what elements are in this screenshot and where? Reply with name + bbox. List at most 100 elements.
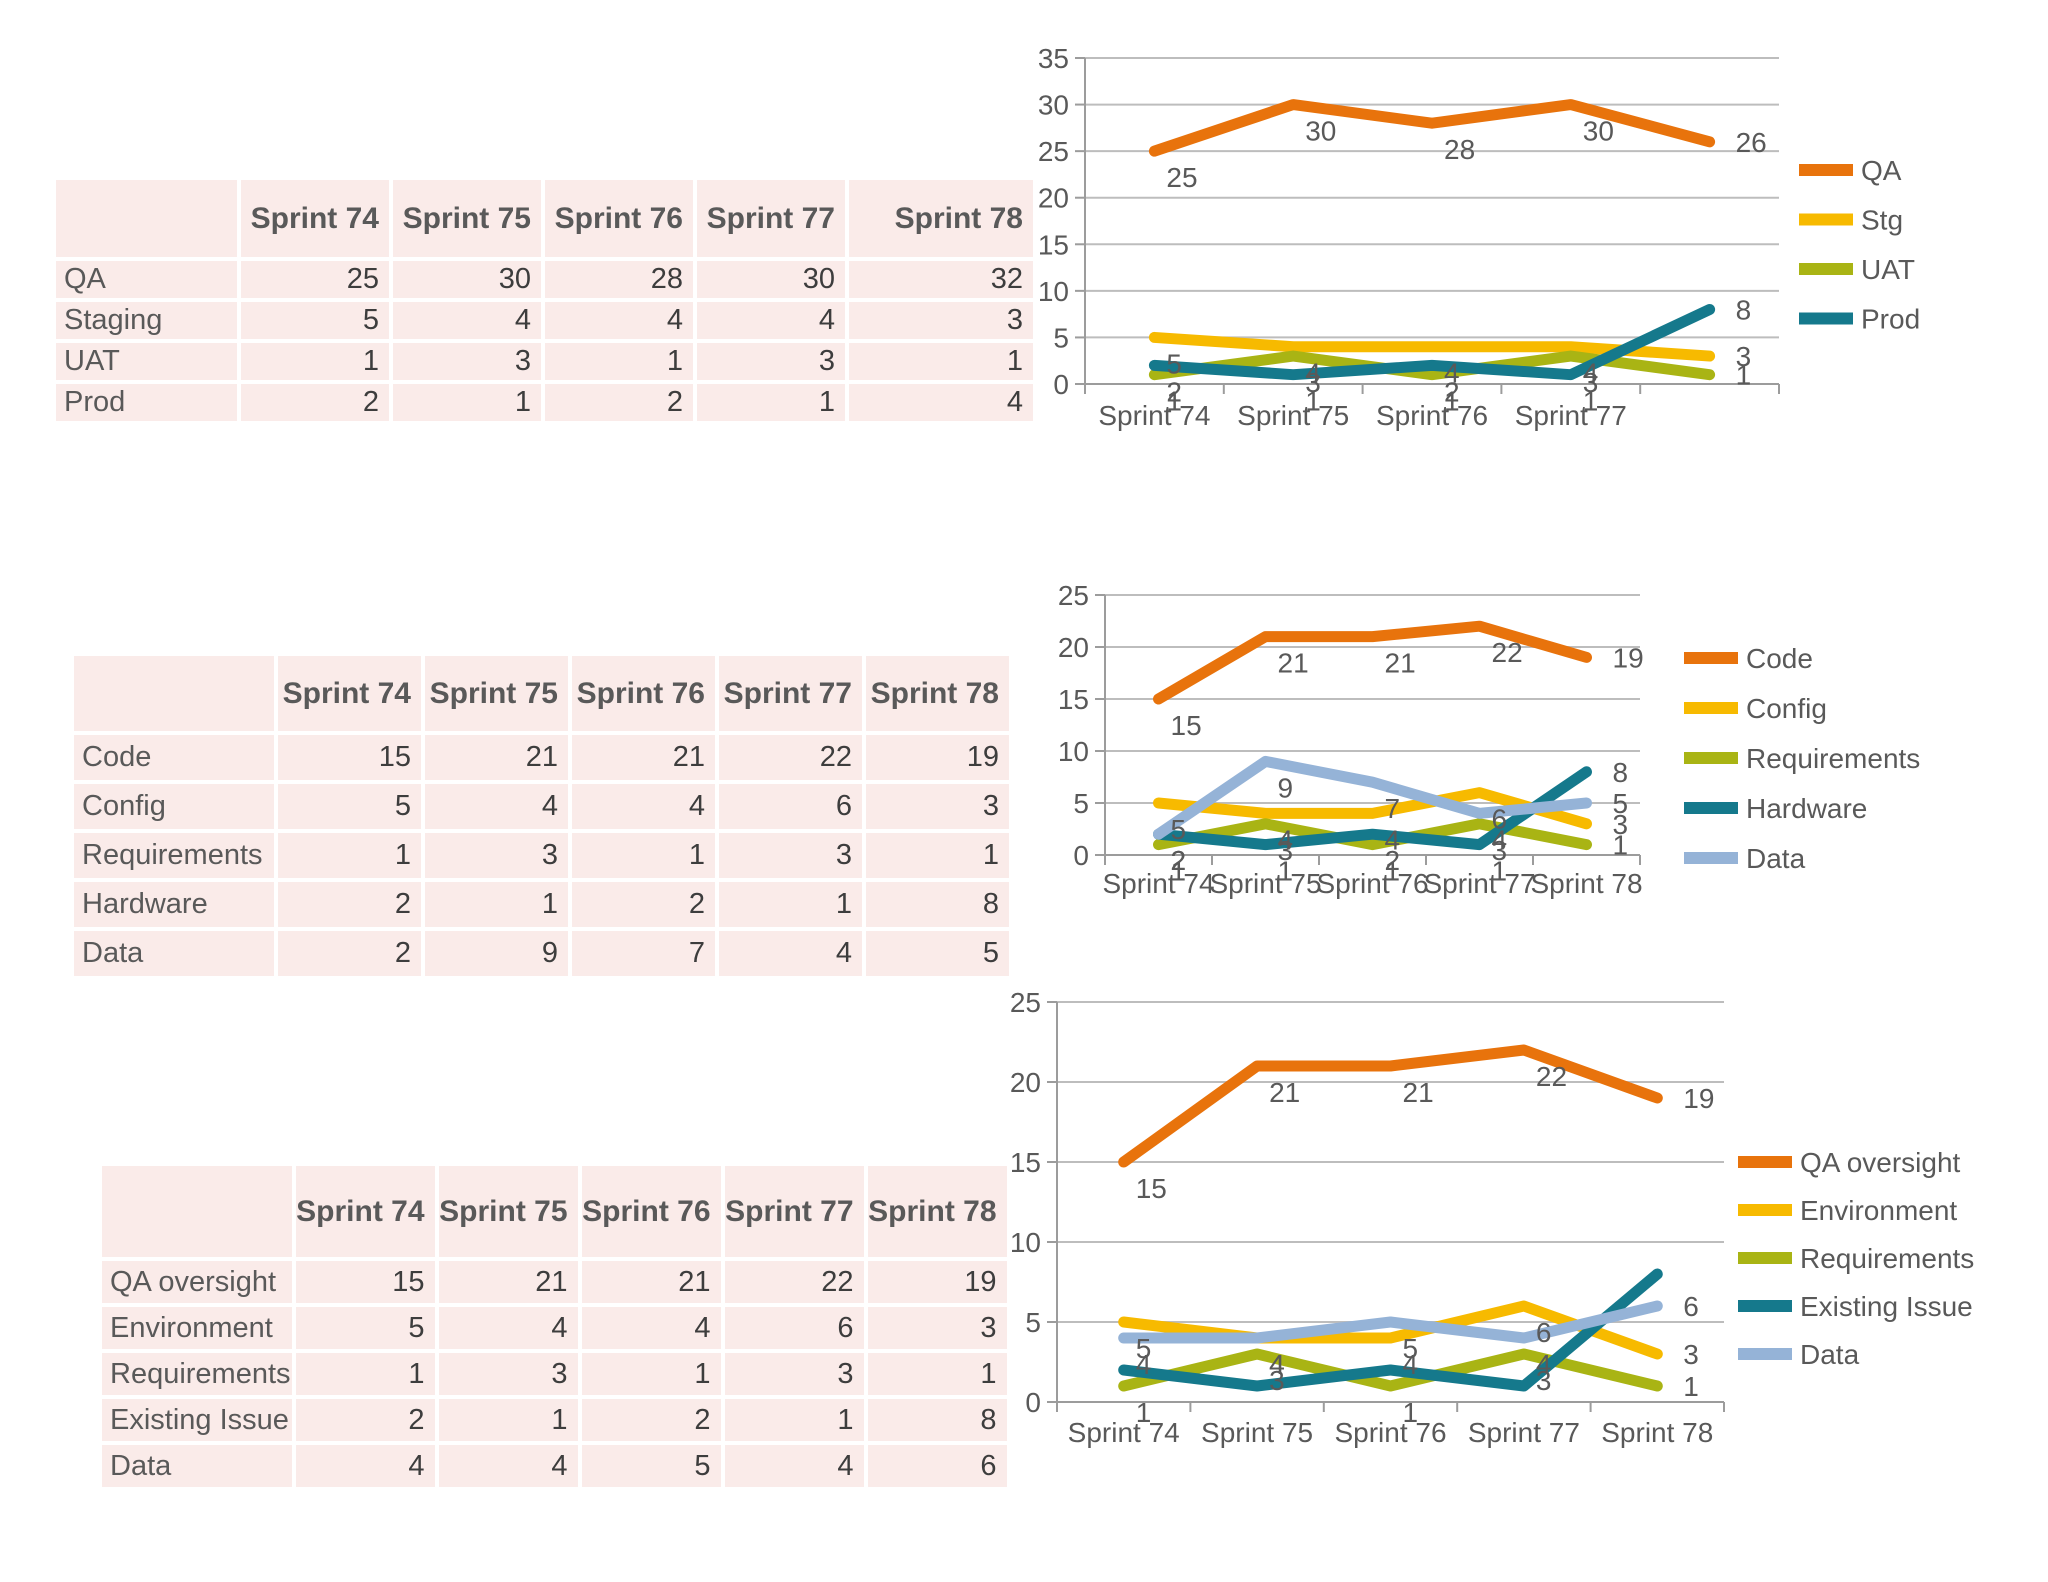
- column-header: Sprint 78: [866, 656, 1009, 731]
- data-label: 1: [1403, 1397, 1419, 1428]
- row-label: Environment: [102, 1307, 292, 1349]
- value-cell: 5: [241, 302, 389, 339]
- data-label: 4: [1583, 358, 1599, 389]
- data-label: 1: [1492, 856, 1508, 887]
- data-label: 2: [1171, 845, 1187, 876]
- value-cell: 3: [438, 1353, 578, 1395]
- y-tick-label: 0: [1073, 840, 1089, 871]
- data-label: 1: [1166, 386, 1182, 417]
- table-row: Requirements 1 3 1 3 1: [102, 1353, 1007, 1395]
- data-labels-environment: 54 463: [1136, 1317, 1699, 1380]
- row-label: Prod: [56, 384, 237, 421]
- value-cell: 30: [697, 261, 845, 298]
- value-cell: 6: [867, 1445, 1007, 1487]
- value-cell: 1: [867, 1353, 1007, 1395]
- column-header: Sprint 77: [724, 1166, 864, 1257]
- series-line-config: [1153, 787, 1592, 830]
- legend-item: Hardware: [1684, 793, 1867, 824]
- row-label: Hardware: [74, 882, 274, 927]
- corner-cell: [102, 1166, 292, 1257]
- row-label: QA: [56, 261, 237, 298]
- data-label: 3: [1278, 835, 1294, 866]
- data-labels-prod: 2 1 2 18: [1166, 294, 1751, 416]
- column-header: Sprint 74: [278, 656, 421, 731]
- header-row: Sprint 74 Sprint 75 Sprint 76 Sprint 77 Spri…: [74, 656, 1009, 731]
- data-label: 1: [1136, 1397, 1152, 1428]
- value-cell: 1: [425, 882, 568, 927]
- x-axis-labels: Sprint 74 Sprint 75 Sprint 76 Sprint 77 Spri…: [1068, 1417, 1714, 1448]
- column-header: Sprint 76: [545, 180, 693, 257]
- value-cell: 5: [278, 784, 421, 829]
- y-tick-label: 20: [1058, 632, 1089, 663]
- data-label: 3: [1492, 835, 1508, 866]
- x-axis-labels: Sprint 74 Sprint 75 Sprint 76 Sprint 77: [1098, 400, 1626, 431]
- data-label: 4: [1305, 358, 1321, 389]
- data-label: 5: [1613, 788, 1629, 819]
- value-cell: 3: [867, 1307, 1007, 1349]
- data-label: 4: [1444, 358, 1460, 389]
- value-cell: 15: [295, 1261, 435, 1303]
- y-tick-label: 0: [1025, 1387, 1041, 1418]
- legend-label: Data: [1746, 843, 1806, 874]
- legend-label: Hardware: [1746, 793, 1867, 824]
- value-cell: 4: [393, 302, 541, 339]
- value-cell: 32: [849, 261, 1033, 298]
- data-label: 1: [1305, 386, 1321, 417]
- data-label: 28: [1444, 134, 1475, 165]
- x-tick-label: Sprint 74: [1068, 1417, 1180, 1448]
- legend: QA oversight Environment Requirements Exist…: [1738, 1147, 1974, 1370]
- data-label: 4: [1536, 1349, 1552, 1380]
- value-cell: 9: [425, 931, 568, 976]
- data-label: 1: [1444, 386, 1460, 417]
- legend-item: QA: [1799, 155, 1902, 186]
- value-cell: 22: [719, 735, 862, 780]
- table-row: Data 4 4 5 4 6: [102, 1445, 1007, 1487]
- value-cell: 4: [438, 1307, 578, 1349]
- series-line-qa-oversight: [1118, 1044, 1663, 1168]
- data-label: 6: [1536, 1317, 1552, 1348]
- legend-item: Data: [1684, 843, 1806, 874]
- data-label: 9: [1278, 772, 1294, 803]
- y-tick-label: 35: [1038, 43, 1069, 74]
- value-cell: 8: [866, 882, 1009, 927]
- data-label: 3: [1736, 341, 1752, 372]
- data-label: 1: [1736, 360, 1752, 391]
- value-cell: 30: [393, 261, 541, 298]
- data-label: 3: [1613, 809, 1629, 840]
- legend-label: Existing Issue: [1800, 1291, 1973, 1322]
- data-label: 1: [1613, 830, 1629, 861]
- data-labels-qa-oversight: 15 21 21 22 19: [1136, 1061, 1715, 1204]
- data-labels-hardware: 2 1 2 18: [1171, 757, 1629, 887]
- legend-item: Config: [1684, 693, 1827, 724]
- root-causes-table-container: Sprint 74 Sprint 75 Sprint 76 Sprint 77 Spri…: [70, 652, 1013, 980]
- gridlines: [1085, 57, 1779, 339]
- value-cell: 28: [545, 261, 693, 298]
- data-label: 5: [1171, 814, 1187, 845]
- value-cell: 2: [278, 882, 421, 927]
- y-tick-label: 15: [1038, 229, 1069, 260]
- row-label: Code: [74, 735, 274, 780]
- value-cell: 2: [572, 882, 715, 927]
- data-label: 2: [1166, 376, 1182, 407]
- value-cell: 7: [572, 931, 715, 976]
- column-header: Sprint 74: [295, 1166, 435, 1257]
- x-tick-label: Sprint 74: [1098, 400, 1210, 431]
- value-cell: 2: [581, 1399, 721, 1441]
- data-label: 4: [1492, 824, 1508, 855]
- value-cell: 1: [545, 343, 693, 380]
- y-tick-label: 10: [1010, 1227, 1041, 1258]
- data-label: 4: [1269, 1349, 1285, 1380]
- data-labels-stg: 5 4 4 4 3: [1166, 341, 1751, 389]
- data-label: 1: [1683, 1371, 1699, 1402]
- row-label: Existing Issue: [102, 1399, 292, 1441]
- x-tick-label: Sprint 76: [1316, 868, 1428, 899]
- value-cell: 1: [849, 343, 1033, 380]
- column-header: Sprint 76: [581, 1166, 721, 1257]
- y-tick-label: 25: [1058, 580, 1089, 611]
- detection-sources-line-chart: 0 5 10 15 20 25 Sprint 74 Sprint 75 Sprint 76 Spr…: [980, 980, 2048, 1480]
- x-tick-label: Sprint 76: [1334, 1417, 1446, 1448]
- series-line-existing-issue: [1118, 1268, 1663, 1392]
- row-label: UAT: [56, 343, 237, 380]
